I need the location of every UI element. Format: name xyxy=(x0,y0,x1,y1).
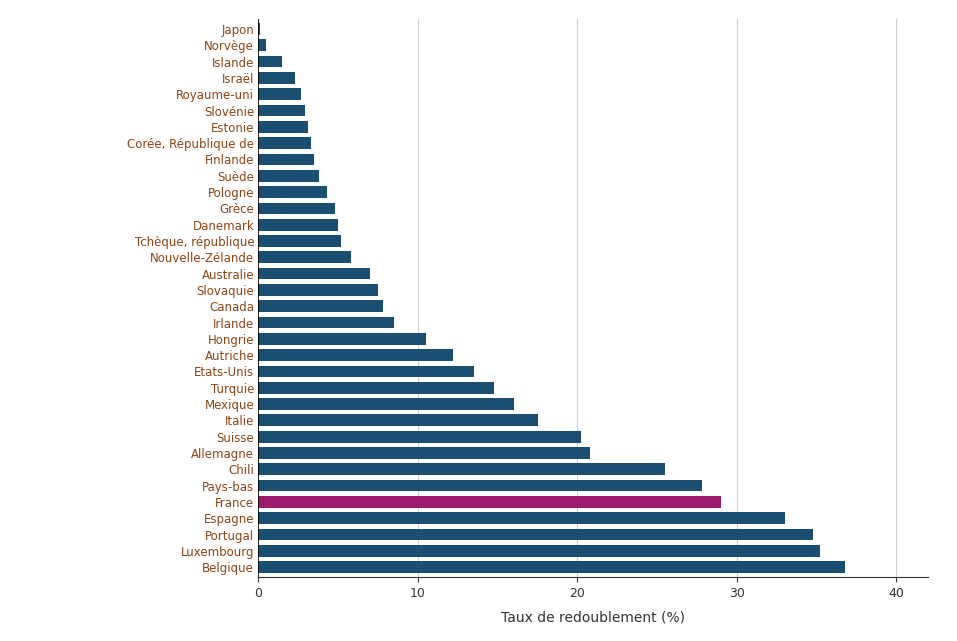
Bar xyxy=(258,186,327,198)
Bar xyxy=(258,545,820,556)
Bar xyxy=(258,170,319,181)
Bar xyxy=(258,365,474,378)
Bar xyxy=(258,268,370,279)
Bar xyxy=(258,137,311,149)
Bar xyxy=(258,317,394,328)
Bar xyxy=(258,104,304,117)
Bar xyxy=(258,529,813,540)
Bar xyxy=(258,72,295,84)
Bar xyxy=(258,496,721,508)
Bar xyxy=(258,382,495,394)
Bar xyxy=(258,349,453,361)
Bar xyxy=(258,479,701,492)
Bar xyxy=(258,56,282,67)
Bar xyxy=(258,40,266,51)
Bar xyxy=(258,398,514,410)
Bar xyxy=(258,203,335,214)
X-axis label: Taux de redoublement (%): Taux de redoublement (%) xyxy=(501,611,685,625)
Bar xyxy=(258,88,301,100)
Bar xyxy=(258,512,785,524)
Bar xyxy=(258,301,383,312)
Bar xyxy=(258,447,590,459)
Bar xyxy=(258,219,338,231)
Bar xyxy=(258,431,581,442)
Bar xyxy=(258,235,342,247)
Bar xyxy=(258,251,351,263)
Bar xyxy=(258,154,314,165)
Bar xyxy=(258,463,665,475)
Bar xyxy=(258,562,845,573)
Bar xyxy=(258,333,426,345)
Bar xyxy=(258,284,378,296)
Bar xyxy=(258,23,260,35)
Bar xyxy=(258,121,308,133)
Bar xyxy=(258,415,538,426)
